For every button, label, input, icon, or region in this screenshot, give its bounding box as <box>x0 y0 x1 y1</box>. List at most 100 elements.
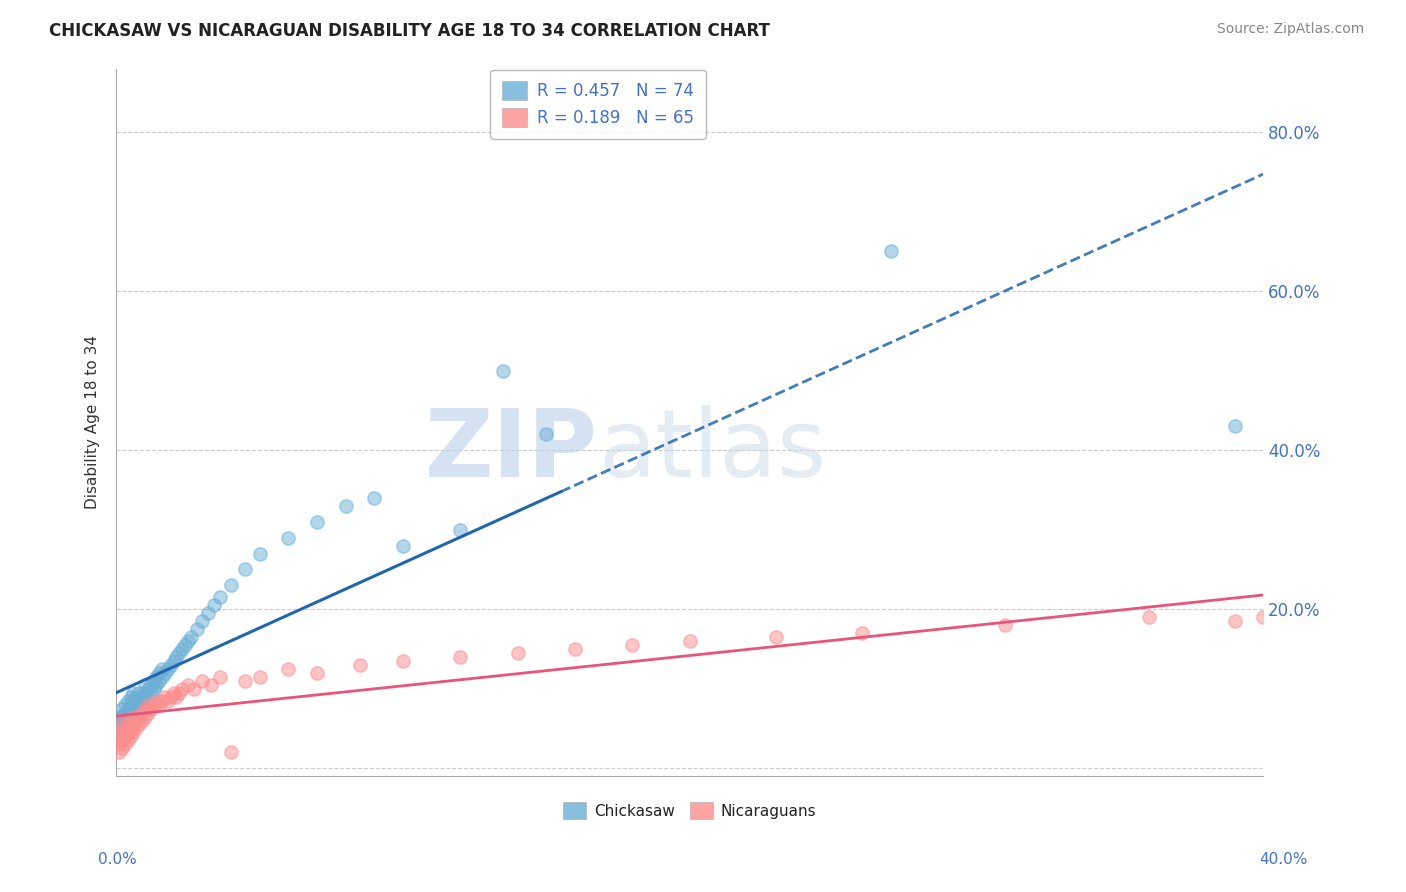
Point <box>131 698 153 712</box>
Point <box>191 614 214 628</box>
Point <box>117 717 139 731</box>
Point <box>120 730 142 744</box>
Point <box>114 722 136 736</box>
Point <box>142 681 165 696</box>
Point <box>219 745 242 759</box>
Point <box>134 678 156 692</box>
Point <box>120 714 142 728</box>
Point <box>153 665 176 680</box>
Point <box>150 662 173 676</box>
Point <box>111 701 134 715</box>
Point <box>305 665 328 680</box>
Point <box>114 706 136 720</box>
Point <box>125 722 148 736</box>
Point <box>120 714 142 728</box>
Point <box>186 622 208 636</box>
Point <box>159 690 181 704</box>
Point <box>1281 606 1303 620</box>
Point <box>162 686 184 700</box>
Point <box>128 701 150 715</box>
Point <box>277 531 299 545</box>
Point <box>134 693 156 707</box>
Point <box>153 690 176 704</box>
Point <box>139 678 162 692</box>
Point <box>128 693 150 707</box>
Point <box>108 709 131 723</box>
Point <box>128 709 150 723</box>
Text: 40.0%: 40.0% <box>1260 852 1308 867</box>
Point <box>114 737 136 751</box>
Point <box>117 733 139 747</box>
Point <box>208 670 231 684</box>
Point <box>177 634 200 648</box>
Point <box>136 706 159 720</box>
Point <box>142 698 165 712</box>
Point <box>128 717 150 731</box>
Point <box>233 562 256 576</box>
Point <box>879 244 901 259</box>
Point <box>449 523 471 537</box>
Point <box>148 665 170 680</box>
Point <box>174 638 197 652</box>
Point <box>125 690 148 704</box>
Point <box>172 681 194 696</box>
Point <box>120 706 142 720</box>
Point <box>134 701 156 715</box>
Point <box>506 646 529 660</box>
Point <box>191 673 214 688</box>
Point <box>492 364 515 378</box>
Point <box>108 730 131 744</box>
Point <box>122 686 145 700</box>
Point <box>180 630 202 644</box>
Point <box>117 709 139 723</box>
Point <box>200 678 222 692</box>
Point <box>111 725 134 739</box>
Point <box>1223 614 1246 628</box>
Point <box>166 690 188 704</box>
Point <box>125 706 148 720</box>
Point <box>449 649 471 664</box>
Point <box>122 717 145 731</box>
Point <box>134 686 156 700</box>
Point <box>169 686 191 700</box>
Point <box>114 722 136 736</box>
Point <box>994 618 1017 632</box>
Point <box>120 698 142 712</box>
Point <box>122 693 145 707</box>
Point <box>122 701 145 715</box>
Point <box>136 690 159 704</box>
Point <box>249 670 271 684</box>
Point <box>148 698 170 712</box>
Point <box>114 714 136 728</box>
Point <box>117 693 139 707</box>
Point <box>1137 610 1160 624</box>
Point <box>305 515 328 529</box>
Point <box>108 745 131 759</box>
Point <box>219 578 242 592</box>
Point <box>564 642 586 657</box>
Point <box>392 654 415 668</box>
Point <box>156 693 179 707</box>
Point <box>166 649 188 664</box>
Point <box>1253 610 1275 624</box>
Point <box>111 741 134 756</box>
Point <box>172 642 194 657</box>
Point <box>128 686 150 700</box>
Point <box>145 678 167 692</box>
Point <box>183 681 205 696</box>
Point <box>202 599 225 613</box>
Point <box>392 539 415 553</box>
Legend: Chickasaw, Nicaraguans: Chickasaw, Nicaraguans <box>557 797 823 825</box>
Point <box>177 678 200 692</box>
Point <box>148 673 170 688</box>
Point <box>139 686 162 700</box>
Point <box>117 725 139 739</box>
Point <box>117 717 139 731</box>
Point <box>142 673 165 688</box>
Text: ZIP: ZIP <box>425 405 598 497</box>
Point <box>122 709 145 723</box>
Y-axis label: Disability Age 18 to 34: Disability Age 18 to 34 <box>86 335 100 509</box>
Point <box>621 638 644 652</box>
Point <box>108 737 131 751</box>
Point <box>169 646 191 660</box>
